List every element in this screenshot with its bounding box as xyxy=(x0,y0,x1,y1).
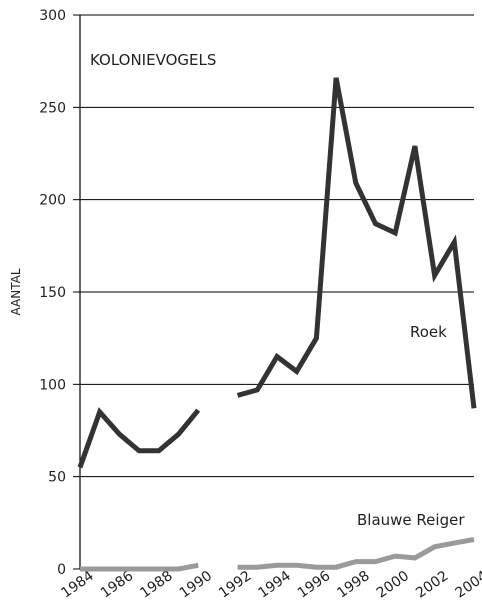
y-tick-label-50: 50 xyxy=(48,470,66,486)
series-line-blauwe-reiger-segment-2 xyxy=(237,537,475,570)
x-tick-label-2004: 2004 xyxy=(453,568,482,602)
y-tick-label-300: 300 xyxy=(39,8,66,24)
x-tick-label-1994: 1994 xyxy=(256,568,294,602)
series-lines xyxy=(77,77,477,572)
x-tick-label-1992: 1992 xyxy=(216,568,254,602)
y-tick-label-100: 100 xyxy=(39,377,66,393)
x-tick-label-1998: 1998 xyxy=(334,568,372,602)
x-tick-label-1996: 1996 xyxy=(295,568,333,602)
y-axis-label: AANTAL xyxy=(9,268,23,315)
series-line-roek-segment-1 xyxy=(77,407,201,469)
y-tick-label-200: 200 xyxy=(39,193,66,209)
series-line-blauwe-reiger-segment-1 xyxy=(80,562,199,572)
y-tick-label-250: 250 xyxy=(39,100,66,116)
x-tick-label-1988: 1988 xyxy=(137,568,175,602)
series-label-roek: Roek xyxy=(410,323,447,341)
series-label-blauwe-reiger: Blauwe Reiger xyxy=(357,511,465,529)
x-tick-label-1986: 1986 xyxy=(98,568,136,602)
x-tick-label-2002: 2002 xyxy=(413,568,451,602)
y-tick-labels: 0 50 100 150 200 250 300 xyxy=(39,8,80,578)
x-tick-labels: 1984 1986 1988 1990 1992 1994 1996 1998 2000 2002… xyxy=(59,568,482,602)
x-tick-label-2000: 2000 xyxy=(374,568,412,602)
chart-title: KOLONIEVOGELS xyxy=(90,51,216,69)
gridlines xyxy=(80,14,474,478)
x-tick-label-1990: 1990 xyxy=(177,568,215,602)
series-line-roek-segment-2 xyxy=(236,77,477,409)
y-tick-label-0: 0 xyxy=(57,562,66,578)
y-tick-label-150: 150 xyxy=(39,285,66,301)
